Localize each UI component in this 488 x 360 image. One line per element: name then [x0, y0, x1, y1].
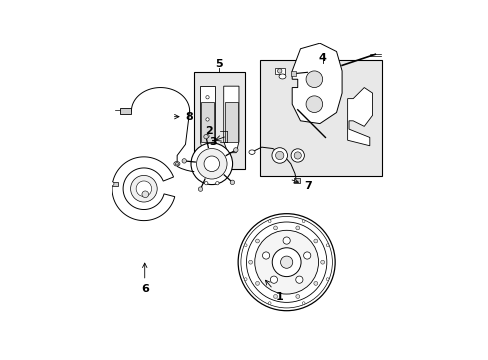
Circle shape [272, 248, 301, 276]
Circle shape [203, 156, 219, 172]
Ellipse shape [305, 71, 322, 87]
Circle shape [293, 152, 301, 159]
Circle shape [302, 220, 305, 222]
Circle shape [246, 222, 326, 302]
Circle shape [205, 118, 209, 121]
Circle shape [303, 252, 310, 259]
Circle shape [295, 276, 303, 283]
Circle shape [198, 187, 203, 191]
Text: 2: 2 [205, 126, 213, 135]
Circle shape [204, 181, 207, 185]
Circle shape [268, 302, 270, 305]
Polygon shape [292, 43, 342, 123]
Bar [201, 102, 213, 141]
Bar [291, 72, 295, 76]
Circle shape [277, 69, 282, 73]
Circle shape [238, 214, 334, 311]
Circle shape [182, 159, 186, 163]
Circle shape [130, 175, 157, 202]
Bar [274, 68, 284, 74]
Circle shape [205, 134, 209, 138]
Circle shape [254, 230, 318, 294]
Circle shape [271, 148, 287, 163]
Polygon shape [224, 86, 239, 153]
Circle shape [255, 282, 259, 285]
Ellipse shape [279, 74, 285, 79]
Ellipse shape [175, 162, 178, 165]
Circle shape [142, 191, 148, 198]
Circle shape [230, 180, 234, 185]
Text: 7: 7 [291, 179, 312, 191]
Circle shape [325, 278, 328, 280]
Bar [105, 182, 117, 186]
Circle shape [325, 244, 328, 247]
Circle shape [203, 134, 208, 139]
Circle shape [191, 143, 232, 185]
Bar [293, 179, 299, 184]
Circle shape [270, 276, 277, 283]
Text: 6: 6 [141, 263, 148, 293]
Polygon shape [200, 86, 215, 153]
Circle shape [110, 182, 114, 186]
Circle shape [268, 220, 270, 222]
Circle shape [248, 260, 252, 264]
Circle shape [313, 282, 317, 285]
Circle shape [302, 302, 305, 305]
Text: 4: 4 [318, 53, 326, 63]
Circle shape [262, 252, 269, 259]
Text: 3: 3 [209, 136, 216, 147]
Bar [120, 108, 131, 114]
Circle shape [136, 181, 151, 197]
Circle shape [275, 151, 284, 159]
Circle shape [283, 237, 290, 244]
Circle shape [273, 226, 277, 230]
Ellipse shape [173, 162, 180, 166]
Circle shape [196, 149, 226, 179]
Polygon shape [347, 87, 372, 146]
Ellipse shape [305, 96, 322, 112]
Bar [224, 102, 237, 141]
Circle shape [244, 244, 246, 247]
Circle shape [295, 226, 299, 230]
Circle shape [215, 181, 219, 185]
Text: 5: 5 [215, 59, 222, 69]
Circle shape [205, 96, 209, 99]
Bar [193, 72, 244, 169]
Circle shape [273, 294, 277, 298]
Text: 8: 8 [174, 112, 193, 122]
Circle shape [255, 239, 259, 243]
Circle shape [290, 149, 304, 162]
Ellipse shape [248, 150, 255, 154]
Text: 1: 1 [265, 280, 283, 302]
Circle shape [295, 294, 299, 298]
Bar [260, 60, 382, 176]
Circle shape [320, 260, 324, 264]
Circle shape [313, 239, 317, 243]
Circle shape [280, 256, 292, 268]
Circle shape [244, 278, 246, 280]
Circle shape [233, 148, 238, 152]
Polygon shape [112, 157, 174, 221]
